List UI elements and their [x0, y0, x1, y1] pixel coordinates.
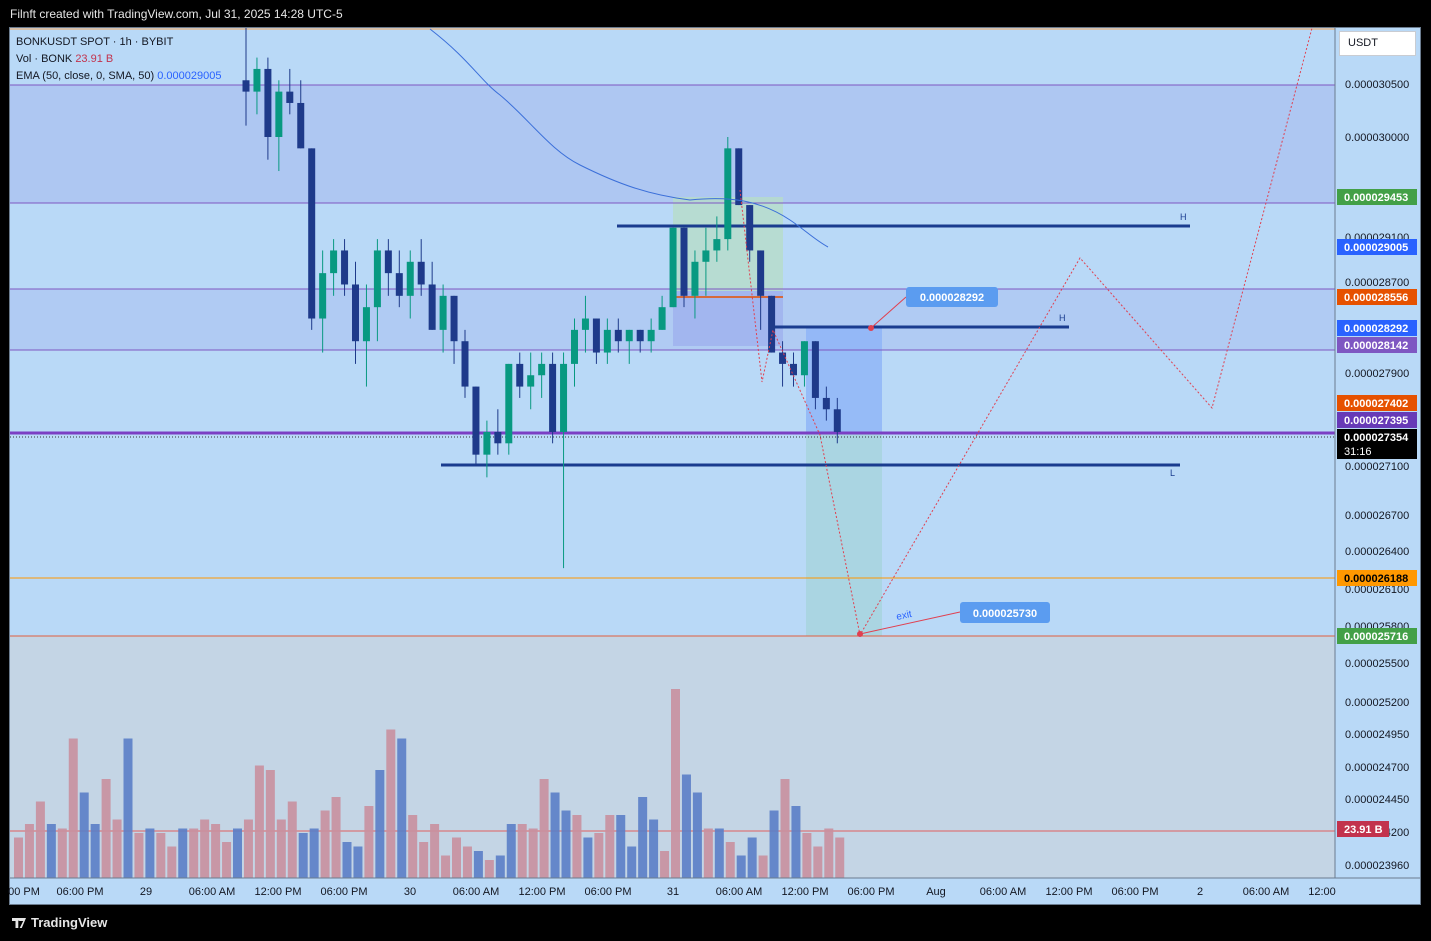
footer-brand: TradingView	[31, 915, 108, 930]
symbol-line[interactable]: BONKUSDT SPOT · 1h · BYBIT	[16, 36, 174, 48]
chart-title: Filnft created with TradingView.com, Jul…	[10, 7, 343, 21]
tradingview-logo-icon	[12, 918, 26, 928]
tradingview-logo[interactable]: TradingView	[12, 915, 107, 930]
volume-label: Vol · BONK	[16, 53, 73, 65]
ema-label: EMA (50, close, 0, SMA, 50)	[16, 70, 155, 82]
ema-legend[interactable]: EMA (50, close, 0, SMA, 50) 0.000029005	[16, 68, 221, 85]
volume-legend[interactable]: Vol · BONK 23.91 B	[16, 51, 221, 68]
footer: TradingView	[0, 905, 1431, 941]
chart-legend: BONKUSDT SPOT · 1h · BYBIT Vol · BONK 23…	[16, 34, 221, 85]
chart-area[interactable]	[9, 27, 1421, 905]
ema-value: 0.000029005	[157, 70, 222, 82]
volume-value: 23.91 B	[75, 53, 114, 65]
currency-button[interactable]: USDT	[1339, 31, 1416, 56]
